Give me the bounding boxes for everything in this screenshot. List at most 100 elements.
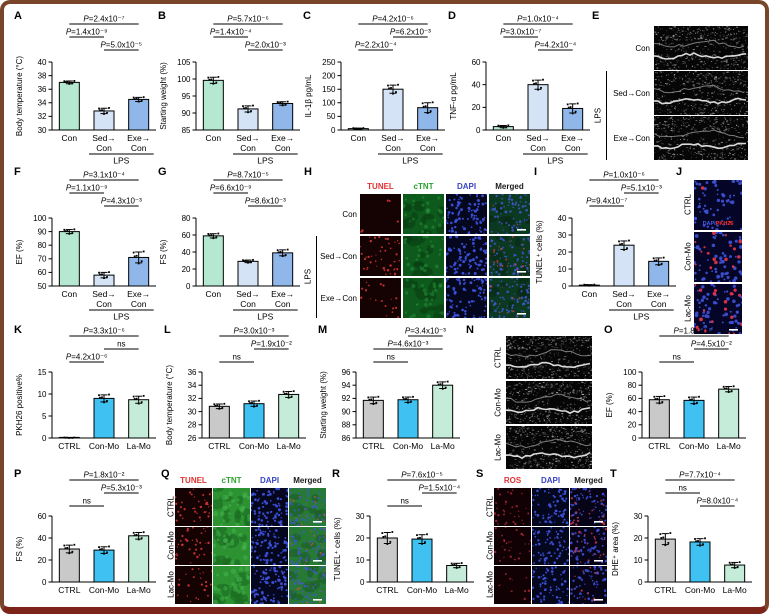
- significance-label: ns: [117, 340, 125, 349]
- panel-letter: O: [604, 324, 613, 336]
- bar-chart: 26 28 30 32 34 36 Body temperature (°C) CTRL Con…: [165, 327, 306, 451]
- data-point: [412, 395, 414, 398]
- bar: [58, 81, 80, 131]
- data-point: [103, 277, 105, 280]
- data-point: [388, 87, 390, 90]
- panel-E: E Con Sed→Con Exe→Con LPS: [590, 10, 765, 168]
- data-point: [502, 126, 505, 129]
- scale-bar: [729, 329, 738, 331]
- data-point: [98, 394, 100, 397]
- x-tick-label: CTRL: [58, 585, 80, 595]
- group-label: LPS: [257, 156, 273, 166]
- significance-label: P=6.6x10⁻⁹: [210, 184, 252, 193]
- data-point: [276, 101, 279, 103]
- scale-bar: [313, 599, 322, 601]
- data-point: [106, 276, 108, 278]
- data-point: [652, 257, 655, 260]
- data-point: [367, 396, 370, 399]
- significance-label: P=2.4x10⁻⁷: [83, 15, 124, 24]
- panel-letter: C: [303, 10, 311, 22]
- y-tick-label: 60: [38, 268, 47, 277]
- x-tick-label: Exe→: [561, 133, 584, 143]
- significance-label: P=1.9x10⁻²: [251, 340, 292, 349]
- data-point: [68, 437, 71, 439]
- data-point: [248, 400, 250, 403]
- y-tick-label: 30: [188, 407, 197, 416]
- data-point: [283, 392, 286, 395]
- panel-body: 0 20 40 60 80 100 EF (%) CTRL Con-Mo La-Mo P=1.8x1…: [602, 324, 750, 482]
- significance-label: P=3.0x10⁻³: [234, 327, 275, 336]
- panel-letter: S: [476, 468, 484, 480]
- data-point: [593, 283, 596, 286]
- data-point: [251, 401, 253, 404]
- data-point: [98, 271, 100, 274]
- significance-label: P=3.1x10⁻⁴: [83, 171, 125, 180]
- data-point: [416, 534, 418, 537]
- significance-label: ns: [232, 353, 240, 362]
- data-point: [106, 111, 108, 114]
- y-tick-label: 32: [188, 394, 197, 403]
- data-point: [247, 111, 249, 114]
- data-point: [137, 262, 140, 265]
- data-point: [662, 256, 665, 259]
- data-point: [108, 107, 110, 109]
- row-label: CTRL: [493, 346, 503, 368]
- echocardiogram-image: [654, 116, 748, 160]
- panel-O: O 0 20 40 60 80 100 EF (%) CTRL Con-Mo La-Mo P=1.8x…: [602, 324, 750, 482]
- y-tick-label: 30: [38, 126, 47, 135]
- bar: [243, 403, 265, 439]
- x-tick-label: Exe→: [271, 289, 294, 299]
- significance-label: P=1.4x10⁻⁹: [66, 28, 108, 37]
- y-axis-title: TUNEL⁺ cells (%): [535, 220, 544, 284]
- data-point: [405, 398, 407, 400]
- data-point: [64, 547, 67, 550]
- data-point: [370, 398, 373, 401]
- significance-label: P=1.0x10⁻⁶: [603, 171, 645, 180]
- significance-label: P=5.1x10⁻³: [621, 184, 662, 193]
- data-point: [284, 254, 287, 256]
- x-tick-label: Con-Mo: [407, 585, 438, 595]
- column-header: cTNT: [413, 182, 434, 191]
- echo-trace-bright: [506, 361, 591, 369]
- x-tick-label: Sed→: [92, 133, 116, 143]
- data-point: [693, 403, 695, 405]
- y-tick-label: 96: [342, 368, 351, 377]
- significance-label: P=2.2x10⁻⁴: [355, 41, 397, 50]
- y-tick-label: 95: [182, 92, 191, 101]
- x-tick-label: Con-Mo: [89, 441, 120, 451]
- group-label: LPS: [257, 312, 273, 322]
- data-point: [208, 234, 211, 237]
- data-point: [132, 251, 135, 254]
- data-point: [137, 402, 140, 405]
- data-point: [395, 91, 397, 93]
- data-point: [207, 233, 210, 235]
- x-tick-label: Exe→: [416, 133, 439, 143]
- data-point: [540, 86, 542, 89]
- panel-H: H TUNEL cTNT DAPI Merged Con Sed→Con Exe→Con LPS: [302, 166, 534, 324]
- data-point: [444, 386, 447, 389]
- micrograph-background: [494, 527, 531, 565]
- y-tick-label: 88: [342, 421, 351, 430]
- data-point: [660, 537, 663, 539]
- x-tick-label: Con: [385, 143, 401, 153]
- data-point: [591, 284, 594, 287]
- data-point: [576, 102, 579, 105]
- data-point: [281, 255, 284, 258]
- y-tick-label: 10: [558, 265, 567, 274]
- row-label: Con-Mo: [493, 387, 503, 417]
- data-point: [387, 84, 389, 87]
- data-point: [381, 532, 384, 534]
- panel-body: 0 10 20 30 DHE⁺ area (%) CTRL Con-Mo La-Mo P=7.7…: [608, 468, 756, 607]
- data-point: [655, 259, 658, 262]
- y-tick-label: 100: [33, 214, 47, 223]
- merged-micrograph-image: [289, 527, 326, 565]
- data-point: [419, 536, 421, 539]
- panel-C: C 0 50 100 150 200 250 IL-1β pg/mL Con Sed→ Con Exe…: [301, 10, 449, 168]
- data-point: [73, 228, 76, 231]
- significance-label: ns: [678, 484, 686, 493]
- data-point: [372, 403, 375, 405]
- panel-body: 26 28 30 32 34 36 Body temperature (°C) CTRL Con…: [162, 324, 310, 482]
- data-point: [424, 105, 427, 108]
